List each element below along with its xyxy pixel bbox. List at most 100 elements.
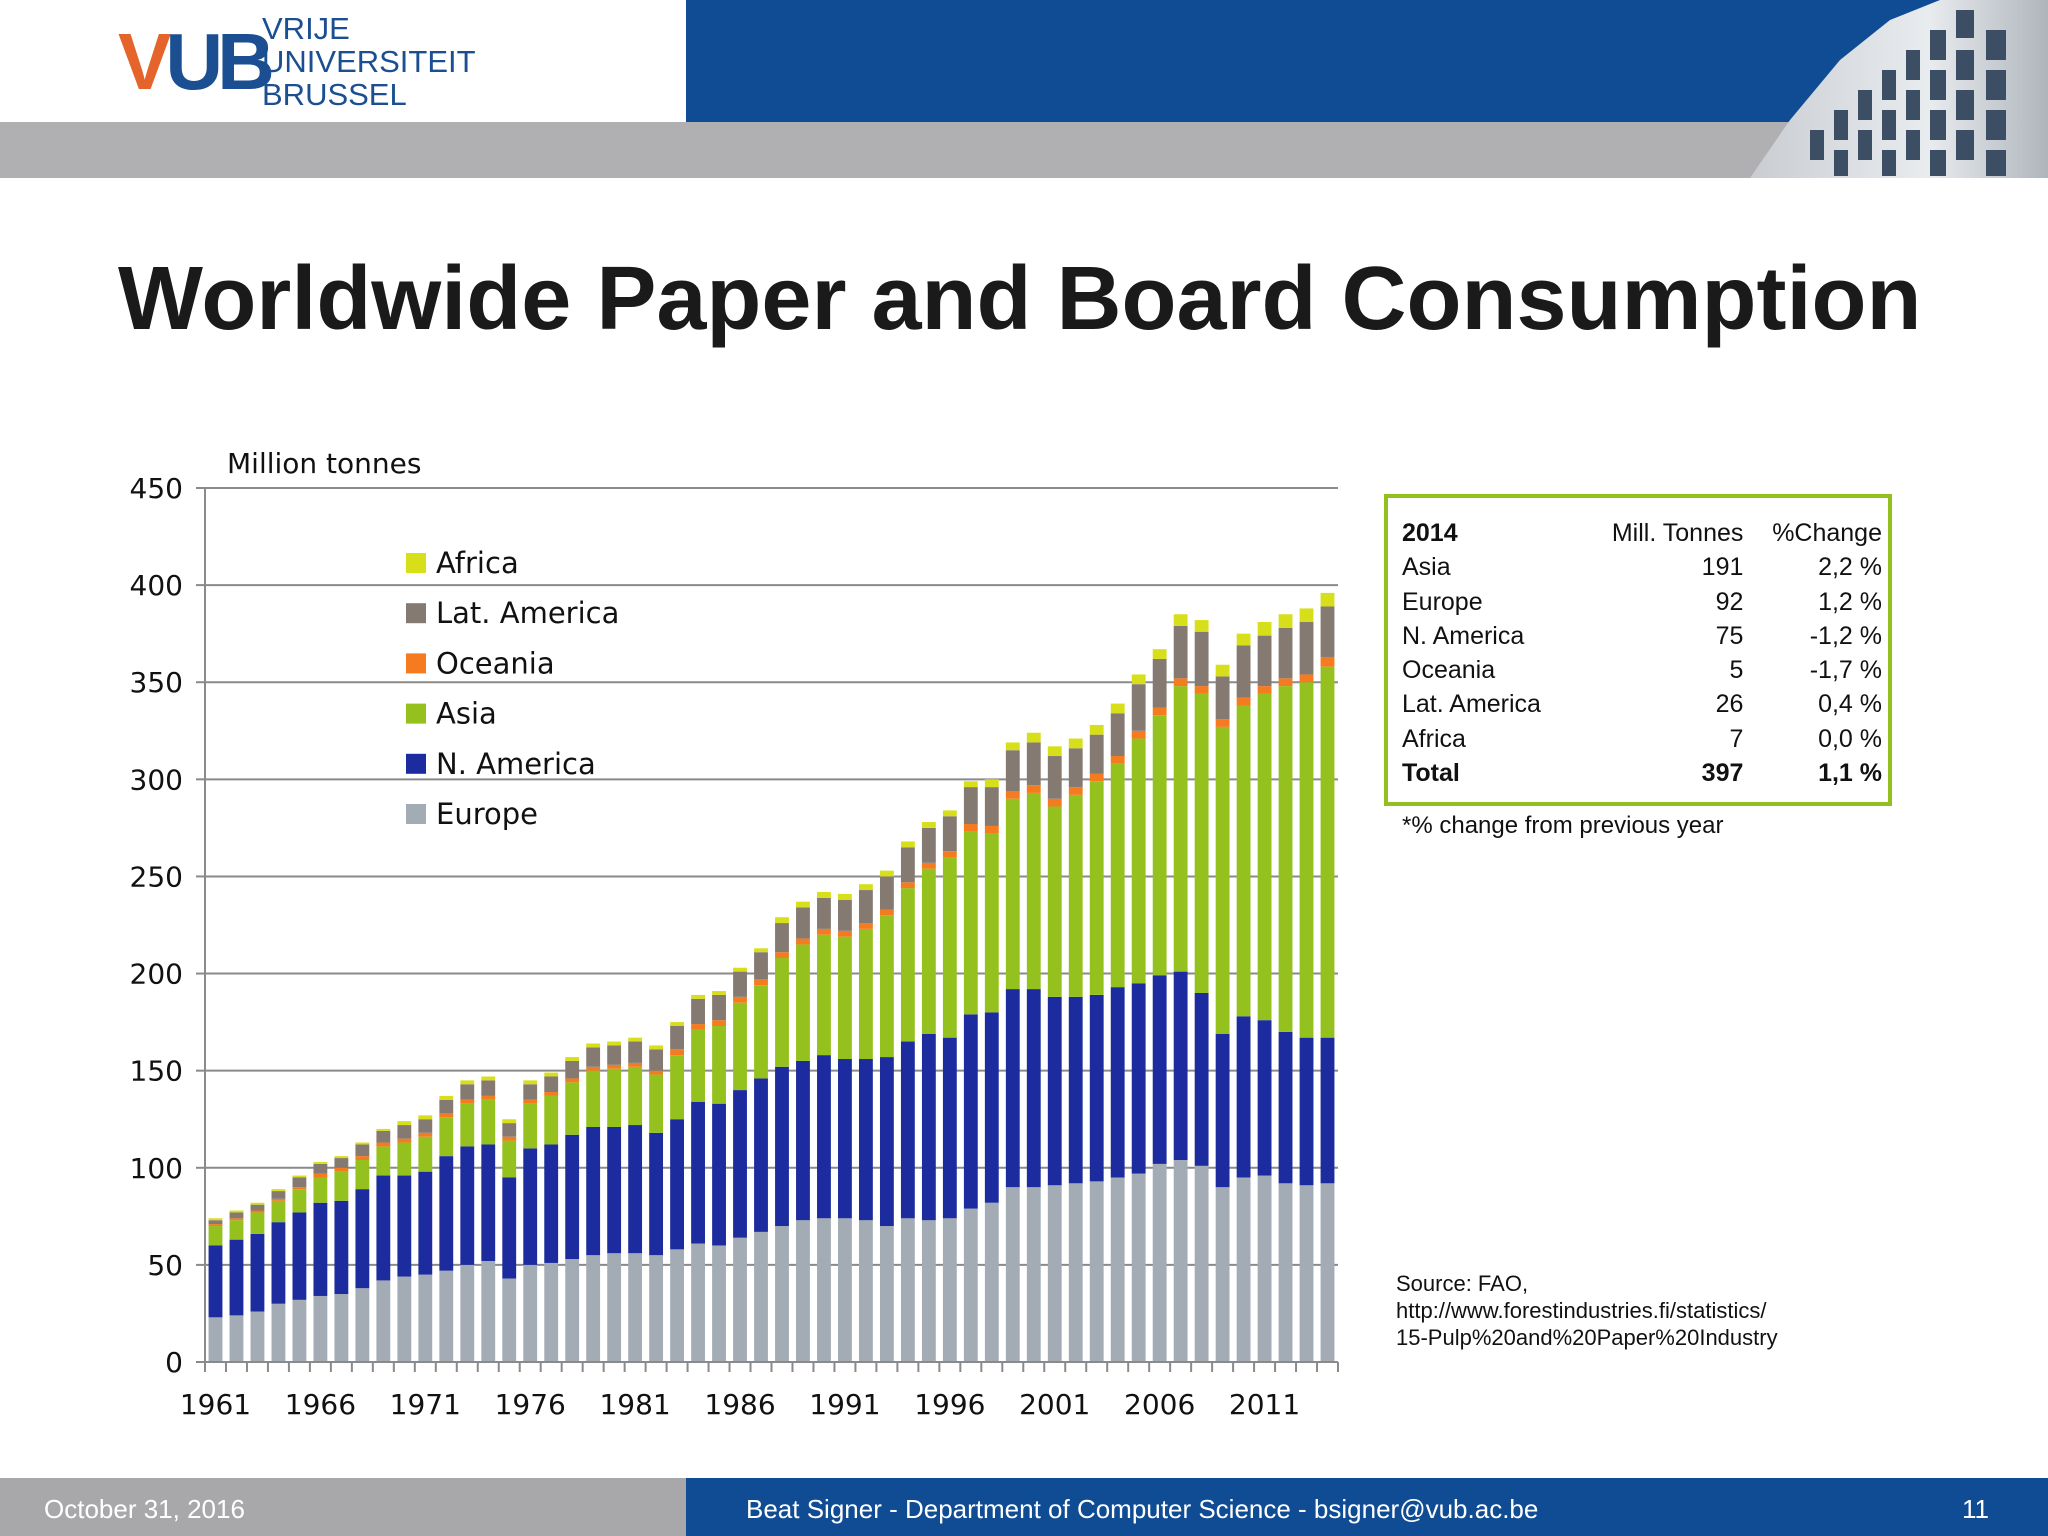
bar-segment-n-america xyxy=(271,1222,286,1304)
legend-swatch xyxy=(406,603,426,624)
bar-segment-europe xyxy=(796,1220,810,1362)
bar-segment-n-america xyxy=(1110,987,1125,1178)
bar-segment-lat-america xyxy=(376,1130,391,1143)
bar-segment-europe xyxy=(1047,1185,1062,1362)
bar-segment-europe xyxy=(1068,1183,1083,1362)
y-axis-label: Million tonnes xyxy=(227,447,421,480)
bar-segment-asia xyxy=(439,1117,454,1157)
region-tonnes: 75 xyxy=(1715,621,1744,650)
bar-segment-n-america xyxy=(544,1144,559,1263)
legend-swatch xyxy=(406,703,426,724)
bar-segment-n-america xyxy=(523,1148,538,1265)
bar-segment-lat-america xyxy=(754,952,768,980)
bar-segment-asia xyxy=(879,915,894,1058)
bar-segment-africa xyxy=(250,1202,265,1205)
bar-segment-oceania xyxy=(1110,756,1125,764)
bar-segment-africa xyxy=(1026,732,1041,743)
footer-author: Beat Signer - Department of Computer Sci… xyxy=(746,1494,1539,1524)
footer-blue-band xyxy=(686,1478,2048,1536)
bar-segment-oceania xyxy=(250,1210,265,1213)
bar-segment-africa xyxy=(1236,633,1251,646)
bar-segment-asia xyxy=(271,1200,286,1223)
bar-segment-asia xyxy=(313,1177,328,1203)
bar-segment-lat-america xyxy=(439,1099,454,1114)
bar-segment-oceania xyxy=(313,1173,328,1178)
bar-segment-lat-america xyxy=(1131,684,1146,731)
header-tonnes: Mill. Tonnes xyxy=(1611,519,1744,547)
bar-segment-europe xyxy=(565,1259,580,1362)
bar-segment-lat-america xyxy=(418,1119,433,1133)
bar-segment-africa xyxy=(1068,738,1083,749)
bar-segment-lat-america xyxy=(355,1144,370,1157)
bar-segment-oceania xyxy=(838,930,852,937)
bar-segment-lat-america xyxy=(817,897,831,929)
x-tick-label: 1971 xyxy=(390,1388,461,1421)
bar-segment-n-america xyxy=(984,1012,999,1203)
bar-segment-africa xyxy=(1278,614,1293,628)
y-tick-label: 0 xyxy=(165,1346,183,1379)
bar-segment-lat-america xyxy=(1236,645,1251,698)
bar-segment-europe xyxy=(691,1243,705,1362)
total-change: 1,1 % xyxy=(1818,759,1882,788)
legend-label: Asia xyxy=(436,697,497,731)
bar-segment-africa xyxy=(208,1218,223,1221)
bar-segment-n-america xyxy=(754,1078,768,1232)
bar-segment-oceania xyxy=(712,1020,726,1026)
legend-swatch xyxy=(406,753,426,774)
bar-segment-europe xyxy=(481,1261,496,1362)
bar-segment-oceania xyxy=(942,851,957,858)
bar-segment-asia xyxy=(691,1029,705,1102)
legend-label: Oceania xyxy=(436,646,555,680)
x-tick-label: 1986 xyxy=(704,1388,775,1421)
bar-segment-asia xyxy=(1152,715,1167,976)
slide-header: VUB VRIJE UNIVERSITEIT BRUSSEL xyxy=(0,0,2048,178)
bar-segment-africa xyxy=(544,1072,559,1077)
bar-segment-europe xyxy=(1278,1183,1293,1362)
bar-segment-asia xyxy=(523,1103,538,1149)
vub-logo: VUB VRIJE UNIVERSITEIT BRUSSEL xyxy=(118,0,686,122)
bar-segment-africa xyxy=(1320,592,1335,607)
bar-segment-lat-america xyxy=(1215,676,1230,720)
legend-label: Africa xyxy=(436,546,519,580)
bar-segment-n-america xyxy=(691,1101,705,1244)
bar-segment-asia xyxy=(1005,798,1020,990)
bar-segment-n-america xyxy=(334,1200,349,1295)
x-tick-label: 2011 xyxy=(1229,1388,1300,1421)
bar-segment-europe xyxy=(1152,1163,1167,1362)
bar-segment-europe xyxy=(942,1218,957,1362)
summary-row: Europe 92 1,2 % xyxy=(1402,585,1882,619)
bar-segment-oceania xyxy=(460,1099,475,1104)
bar-segment-asia xyxy=(754,985,768,1079)
bar-segment-europe xyxy=(858,1220,873,1362)
bar-segment-africa xyxy=(481,1076,496,1081)
x-tick-label: 1976 xyxy=(495,1388,566,1421)
bar-segment-africa xyxy=(1152,649,1167,659)
bar-segment-n-america xyxy=(1320,1037,1335,1184)
region-name: N. America xyxy=(1402,621,1525,650)
bar-segment-asia xyxy=(565,1082,580,1135)
bar-segment-oceania xyxy=(355,1156,370,1161)
bar-segment-lat-america xyxy=(796,907,810,939)
bar-segment-africa xyxy=(775,917,789,924)
bar-segment-lat-america xyxy=(208,1220,223,1225)
region-name: Europe xyxy=(1402,587,1483,616)
footnote: *% change from previous year xyxy=(1402,812,1724,839)
bar-segment-lat-america xyxy=(984,787,999,826)
bar-segment-oceania xyxy=(292,1187,307,1190)
footer-grey-band xyxy=(0,1478,686,1536)
x-tick-label: 2001 xyxy=(1019,1388,1090,1421)
bar-segment-oceania xyxy=(628,1062,643,1067)
bar-segment-oceania xyxy=(376,1142,391,1147)
bar-segment-europe xyxy=(376,1280,391,1362)
header-white-area xyxy=(0,0,118,122)
bar-segment-europe xyxy=(271,1303,286,1362)
bar-segment-europe xyxy=(649,1255,664,1362)
bar-segment-oceania xyxy=(649,1070,664,1075)
bar-segment-europe xyxy=(313,1295,328,1362)
source-citation: Source: FAO, http://www.forestindustries… xyxy=(1396,1270,1778,1351)
chart-bars xyxy=(208,592,1335,1362)
bar-segment-lat-america xyxy=(733,971,747,997)
y-tick-label: 150 xyxy=(130,1055,183,1088)
region-change: 1,2 % xyxy=(1818,587,1882,616)
bar-segment-asia xyxy=(628,1066,643,1126)
